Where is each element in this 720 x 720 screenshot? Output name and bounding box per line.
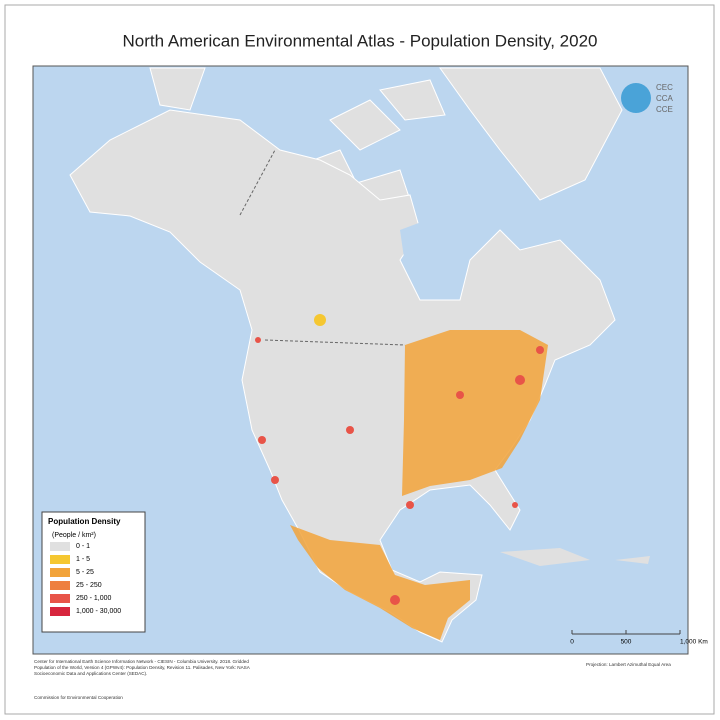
- greenland: [439, 67, 623, 201]
- urban-spot: [271, 476, 279, 484]
- publisher: Commission for Environmental Cooperation: [34, 695, 123, 700]
- logo-text: CCA: [656, 94, 674, 103]
- arctic-islands: [149, 67, 446, 206]
- title: North American Environmental Atlas - Pop…: [123, 31, 598, 50]
- legend-swatch: [50, 542, 70, 551]
- legend-label: 25 - 250: [76, 582, 102, 589]
- scale-label: 500: [621, 639, 632, 646]
- urban-spot: [255, 337, 261, 343]
- scale-line: [571, 630, 681, 635]
- urban-spot: [456, 391, 464, 399]
- legend-swatch: [50, 581, 70, 590]
- urban-spot: [512, 502, 518, 508]
- logo-globe: [621, 83, 651, 113]
- mexico-density: [290, 525, 470, 640]
- legend-label: 0 - 1: [76, 543, 90, 550]
- caribbean-islands: [500, 548, 650, 566]
- urban-spots: [255, 314, 544, 605]
- scale-label: 1,000 Km: [680, 639, 708, 646]
- legend-label: 5 - 25: [76, 569, 94, 576]
- hudson-bay: [400, 215, 470, 295]
- scale-bar: 0 500 1,000 Km: [570, 630, 708, 646]
- east-density: [402, 330, 548, 496]
- urban-spot: [406, 501, 414, 509]
- urban-spot: [515, 375, 525, 385]
- projection: Projection: Lambert Azimuthal Equal Area: [586, 662, 671, 667]
- legend-unit: (People / km²): [52, 532, 96, 539]
- source-credit: Center for International Earth Science I…: [34, 659, 250, 676]
- legend: Population Density (People / km²) 0 - 1 1…: [41, 511, 146, 633]
- borders: [239, 149, 406, 346]
- urban-spot: [390, 595, 400, 605]
- legend-title: Population Density: [48, 517, 121, 526]
- logo-text: CEC: [656, 83, 673, 92]
- urban-spot: [314, 314, 326, 326]
- legend-label: 1 - 5: [76, 556, 90, 563]
- logo-text: CCE: [656, 105, 673, 114]
- urban-spot: [536, 346, 544, 354]
- legend-swatch: [50, 555, 70, 564]
- legend-swatch: [50, 594, 70, 603]
- legend-swatch: [50, 568, 70, 577]
- legend-label: 1,000 - 30,000: [76, 608, 121, 615]
- urban-spot: [346, 426, 354, 434]
- urban-spot: [258, 436, 266, 444]
- scale-label: 0: [570, 639, 574, 646]
- legend-swatch: [50, 607, 70, 616]
- legend-label: 250 - 1,000: [76, 595, 112, 602]
